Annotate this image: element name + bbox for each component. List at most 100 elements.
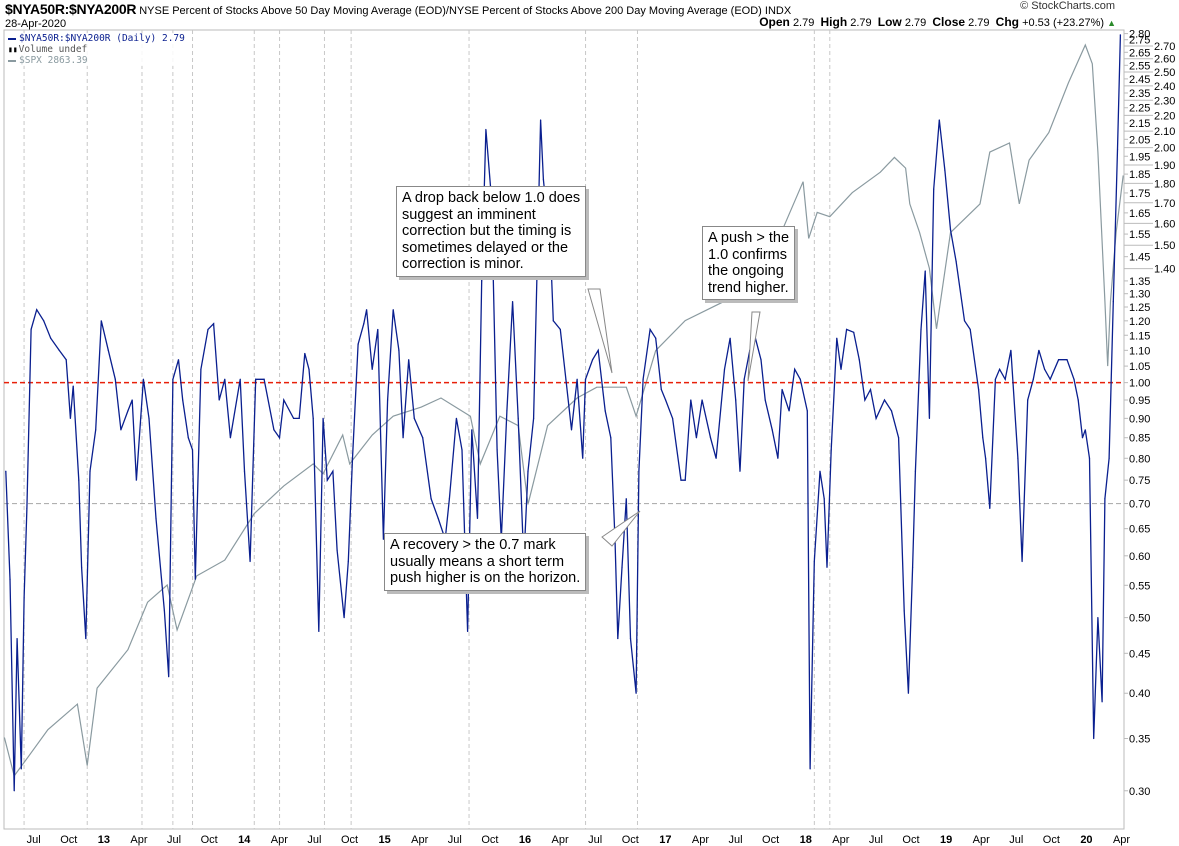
ratio-point (437, 517, 439, 519)
ratio-point (999, 368, 1001, 370)
x-tick-label: 19 (940, 834, 952, 846)
y-tick-label: 1.50 (1154, 240, 1175, 252)
x-tick-label: Jul (448, 834, 462, 846)
ratio-point (69, 417, 71, 419)
ratio-point (977, 388, 980, 391)
ratio-point (476, 517, 479, 519)
ratio-point (715, 457, 717, 459)
ratio-point (739, 470, 741, 472)
x-tick-label: Oct (341, 834, 358, 846)
callout-pointer (747, 311, 761, 382)
ratio-point (36, 309, 38, 311)
ratio-point (552, 320, 554, 322)
x-tick-label: 15 (378, 834, 390, 846)
ratio-point (1073, 378, 1075, 380)
ratio-point (533, 417, 535, 419)
ratio-point (649, 328, 651, 331)
ratio-point (322, 417, 324, 419)
ratio-point (629, 637, 632, 640)
ratio-point (610, 437, 612, 439)
legend-item-spx[interactable]: $SPX 2863.39 (8, 55, 185, 66)
y-tick-label: 2.35 (1129, 88, 1150, 100)
ratio-point (709, 437, 712, 439)
x-tick-label: Jul (27, 834, 41, 846)
x-tick-label: 16 (519, 834, 531, 846)
ratio-point (163, 610, 166, 612)
ratio-point (20, 768, 22, 770)
x-tick-label: Jul (1009, 834, 1023, 846)
y-tick-label: 0.50 (1129, 613, 1150, 625)
open-label: Open (759, 15, 790, 29)
y-tick-label: 0.60 (1129, 551, 1150, 563)
y-tick-label: 1.85 (1129, 169, 1150, 181)
ratio-point (635, 692, 637, 694)
ratio-point (1093, 737, 1095, 740)
y-tick-label: 1.80 (1154, 178, 1175, 190)
ratio-point (26, 507, 28, 510)
x-tick-label: Jul (869, 834, 883, 846)
y-tick-label: 1.00 (1129, 378, 1150, 390)
ratio-point (23, 597, 25, 599)
ratio-point (1017, 457, 1019, 459)
y-tick-label: 1.70 (1154, 198, 1175, 210)
ratio-point (207, 328, 209, 331)
ratio-point (729, 337, 731, 339)
ratio-point (187, 437, 189, 439)
ratio-point (1010, 349, 1012, 351)
chg-label: Chg (995, 15, 1019, 29)
ratio-point (224, 378, 226, 380)
ratio-point (920, 328, 922, 331)
ratio-point (377, 328, 379, 331)
y-tick-label: 2.80 (1129, 29, 1150, 41)
ratio-point (690, 399, 692, 401)
ratio-point (799, 378, 801, 380)
ratio-point (527, 470, 529, 472)
y-tick-label: 0.40 (1129, 688, 1150, 700)
copyright[interactable]: © StockCharts.com (1020, 0, 1115, 12)
ratio-point (625, 498, 627, 500)
ratio-point (840, 368, 842, 370)
y-tick-label: 0.90 (1129, 413, 1150, 425)
y-tick-label: 1.90 (1154, 160, 1175, 172)
ratio-point (371, 368, 373, 370)
ratio-point (107, 349, 109, 351)
x-tick-label: 14 (238, 834, 251, 846)
y-tick-label: 0.85 (1129, 433, 1150, 445)
y-tick-label: 1.20 (1129, 316, 1150, 328)
ratio-point (387, 399, 389, 401)
ratio-point (249, 560, 251, 563)
y-tick-label: 2.05 (1129, 134, 1150, 146)
ratio-point (298, 417, 300, 419)
ratio-point (430, 498, 432, 500)
ratio-point (604, 410, 606, 412)
chart-header: $NYA50R:$NYA200R NYSE Percent of Stocks … (5, 1, 791, 19)
legend-item-volume[interactable]: ▮▮Volume undef (8, 44, 185, 55)
y-tick-label: 2.75 (1129, 35, 1150, 47)
ratio-point (1088, 457, 1091, 459)
ratio-point (200, 368, 202, 370)
ratio-point (363, 323, 365, 325)
ratio-point (617, 637, 619, 640)
exchange-label: INDX (764, 5, 792, 17)
y-tick-label: 2.30 (1154, 95, 1175, 107)
y-tick-label: 1.75 (1129, 188, 1150, 200)
ratio-point (100, 320, 102, 322)
ratio-point (660, 388, 662, 391)
ratio-point (897, 437, 900, 439)
y-tick-label: 2.50 (1154, 67, 1175, 79)
legend-item-ratio[interactable]: $NYA50R:$NYA200R (Daily) 2.79 (8, 33, 185, 44)
ratio-point (1043, 368, 1046, 370)
ratio-point (570, 429, 573, 431)
y-tick-label: 1.10 (1129, 345, 1150, 357)
ratio-point (764, 399, 766, 401)
x-tick-label: Oct (60, 834, 77, 846)
ratio-point (191, 449, 194, 451)
ratio-point (312, 417, 314, 419)
x-tick-label: Oct (201, 834, 218, 846)
ratio-point (1027, 399, 1029, 401)
y-tick-label: 1.45 (1129, 252, 1150, 264)
x-tick-label: Oct (1043, 834, 1060, 846)
callout-recovery-above-07: A recovery > the 0.7 mark usually means … (384, 533, 587, 591)
y-tick-label: 1.05 (1129, 361, 1150, 373)
ratio-point (853, 331, 855, 333)
